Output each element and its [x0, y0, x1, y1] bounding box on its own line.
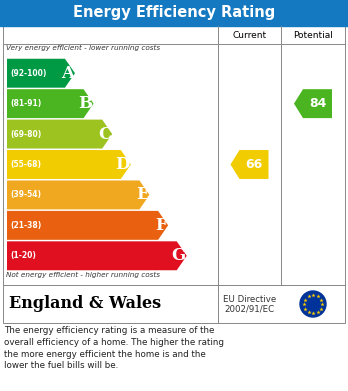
Text: England & Wales: England & Wales — [9, 296, 161, 312]
Bar — [3, 26, 345, 285]
Text: (1-20): (1-20) — [10, 251, 36, 260]
Polygon shape — [7, 211, 168, 240]
Text: 84: 84 — [309, 97, 326, 110]
Bar — [3, 285, 345, 323]
Text: B: B — [78, 95, 93, 112]
Text: Energy Efficiency Rating: Energy Efficiency Rating — [73, 5, 275, 20]
Text: (21-38): (21-38) — [10, 221, 41, 230]
Polygon shape — [7, 150, 131, 179]
Text: (69-80): (69-80) — [10, 129, 41, 138]
Text: (55-68): (55-68) — [10, 160, 41, 169]
Polygon shape — [7, 59, 75, 88]
Polygon shape — [294, 89, 332, 118]
Text: Current: Current — [232, 30, 267, 39]
Text: Potential: Potential — [293, 30, 333, 39]
Polygon shape — [7, 241, 187, 270]
Circle shape — [300, 291, 326, 317]
Text: G: G — [172, 247, 186, 264]
Text: 66: 66 — [245, 158, 263, 171]
Text: Very energy efficient - lower running costs: Very energy efficient - lower running co… — [6, 45, 160, 51]
Text: 2002/91/EC: 2002/91/EC — [224, 305, 275, 314]
Text: C: C — [98, 126, 111, 143]
Text: (39-54): (39-54) — [10, 190, 41, 199]
Text: (92-100): (92-100) — [10, 69, 46, 78]
Text: D: D — [115, 156, 130, 173]
Text: F: F — [155, 217, 167, 234]
Text: The energy efficiency rating is a measure of the
overall efficiency of a home. T: The energy efficiency rating is a measur… — [4, 326, 224, 370]
Polygon shape — [7, 120, 112, 149]
Text: A: A — [61, 65, 74, 82]
Polygon shape — [7, 89, 94, 118]
Text: (81-91): (81-91) — [10, 99, 41, 108]
Polygon shape — [7, 181, 150, 210]
Bar — [0, 0, 348, 26]
Text: E: E — [136, 187, 149, 203]
Polygon shape — [230, 150, 269, 179]
Text: EU Directive: EU Directive — [223, 294, 276, 303]
Text: Not energy efficient - higher running costs: Not energy efficient - higher running co… — [6, 272, 160, 278]
